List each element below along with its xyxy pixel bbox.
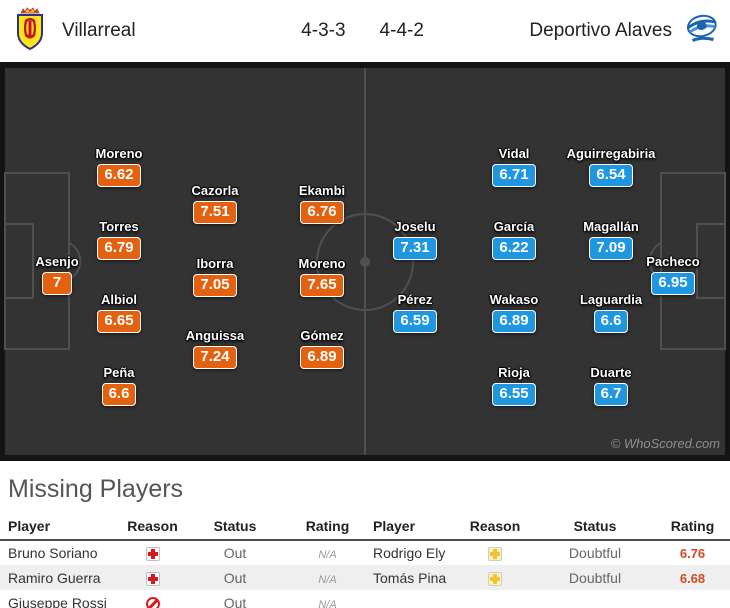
alaves-crest-icon [684, 13, 720, 50]
rating-badge[interactable]: 6.79 [97, 237, 141, 260]
player-iborra[interactable]: Iborra 7.05 [150, 256, 280, 297]
player-joselu[interactable]: Joselu 7.31 [350, 219, 480, 260]
player-asenjo[interactable]: Asenjo 7 [0, 254, 122, 295]
player-magallan[interactable]: Magallán 7.09 [546, 219, 676, 260]
rating-badge[interactable]: 7.09 [589, 237, 633, 260]
missing-player-rodrigo-ely[interactable]: Rodrigo Ely [373, 545, 446, 561]
missing-player-giuseppe-rossi[interactable]: Giuseppe Rossi [8, 594, 107, 608]
col-reason-right: Reason [455, 513, 535, 541]
player-torres[interactable]: Torres 6.79 [54, 219, 184, 260]
col-status-left: Status [180, 513, 290, 541]
rating-badge[interactable]: 6.62 [97, 164, 141, 187]
rating-badge[interactable]: 7.65 [300, 274, 344, 297]
player-pena[interactable]: Peña 6.6 [54, 365, 184, 406]
player-wakaso[interactable]: Wakaso 6.89 [449, 292, 579, 333]
rating-badge[interactable]: 6.76 [300, 201, 344, 224]
missing-player-tomas-pina[interactable]: Tomás Pina [365, 565, 455, 590]
player-gomez[interactable]: Gómez 6.89 [257, 328, 387, 369]
rating-badge[interactable]: 7.24 [193, 346, 237, 369]
rating-badge[interactable]: 6.54 [589, 164, 633, 187]
rating-badge[interactable]: 7.31 [393, 237, 437, 260]
table-row: Ramiro Guerra Out N/A Tomás Pina Doubtfu… [0, 565, 730, 590]
rating-badge[interactable]: 6.89 [492, 310, 536, 333]
injury-cross-icon [145, 571, 160, 586]
formations: 4-3-3 4-4-2 [301, 0, 424, 62]
player-moreno-df[interactable]: Moreno 6.62 [54, 146, 184, 187]
missing-players-title: Missing Players [8, 475, 184, 503]
rating-badge[interactable]: 6.6 [101, 383, 137, 406]
rating-na: N/A [318, 598, 337, 608]
player-vidal[interactable]: Vidal 6.71 [449, 146, 579, 187]
status-text: Out [223, 545, 247, 561]
match-header: Villarreal 4-3-3 4-4-2 Deportivo Alaves [0, 0, 730, 62]
player-duarte[interactable]: Duarte 6.7 [546, 365, 676, 406]
home-team-header[interactable]: Villarreal [10, 6, 136, 56]
player-pacheco[interactable]: Pacheco 6.95 [608, 254, 730, 295]
table-header-row: Player Reason Status Rating Player Reaso… [0, 513, 730, 541]
injury-cross-icon [145, 547, 160, 562]
player-anguissa[interactable]: Anguissa 7.24 [150, 328, 280, 369]
status-text: Out [223, 594, 247, 608]
villarreal-crest-icon [10, 6, 50, 56]
away-team-name[interactable]: Deportivo Alaves [529, 20, 672, 41]
rating-badge[interactable]: 6.22 [492, 237, 536, 260]
doubtful-cross-icon [488, 547, 502, 562]
doubtful-cross-icon [488, 571, 502, 586]
away-formation: 4-4-2 [379, 20, 424, 41]
rating-badge[interactable]: 6.89 [300, 346, 344, 369]
player-laguardia[interactable]: Laguardia 6.6 [546, 292, 676, 333]
col-rating-right: Rating [655, 513, 730, 541]
player-moreno-fw[interactable]: Moreno 7.65 [257, 256, 387, 297]
home-formation: 4-3-3 [301, 20, 346, 41]
rating-value: 6.68 [679, 570, 706, 586]
rating-badge[interactable]: 6.55 [492, 383, 536, 406]
player-albiol[interactable]: Albiol 6.65 [54, 292, 184, 333]
table-row: Bruno Soriano Out N/A Rodrigo Ely Doubtf… [0, 540, 730, 565]
status-text: Out [180, 565, 290, 590]
table-row: Giuseppe Rossi Out N/A [0, 590, 730, 608]
rating-badge[interactable]: 6.71 [492, 164, 536, 187]
player-cazorla[interactable]: Cazorla 7.51 [150, 183, 280, 224]
missing-player-bruno-soriano[interactable]: Bruno Soriano [8, 545, 98, 561]
rating-badge[interactable]: 7.51 [193, 201, 237, 224]
rating-badge[interactable]: 6.95 [651, 272, 695, 295]
rating-badge[interactable]: 6.59 [393, 310, 437, 333]
rating-badge[interactable]: 6.7 [593, 383, 629, 406]
whoscored-watermark: © WhoScored.com [610, 436, 720, 451]
home-team-name[interactable]: Villarreal [62, 20, 136, 41]
player-garcia[interactable]: García 6.22 [449, 219, 579, 260]
player-aguirregabiria[interactable]: Aguirregabiria 6.54 [546, 146, 676, 187]
rating-value: 6.76 [679, 546, 706, 561]
col-player-right: Player [365, 513, 455, 541]
suspension-no-entry-icon [145, 596, 160, 608]
missing-players-table: Player Reason Status Rating Player Reaso… [0, 513, 730, 608]
pitch: Asenjo 7 Moreno 6.62 Torres 6.79 Albiol 6.65… [0, 62, 730, 461]
rating-badge[interactable]: 6.65 [97, 310, 141, 333]
rating-badge[interactable]: 7.05 [193, 274, 237, 297]
player-perez[interactable]: Pérez 6.59 [350, 292, 480, 333]
missing-players-section: Missing Players Player Reason Status Rat… [0, 461, 730, 608]
away-team-header[interactable]: Deportivo Alaves [529, 13, 720, 50]
rating-na: N/A [318, 549, 337, 561]
status-text: Doubtful [568, 545, 622, 561]
rating-badge[interactable]: 6.6 [593, 310, 629, 333]
missing-player-ramiro-guerra[interactable]: Ramiro Guerra [0, 565, 125, 590]
col-status-right: Status [535, 513, 655, 541]
col-reason-left: Reason [125, 513, 180, 541]
player-ekambi[interactable]: Ekambi 6.76 [257, 183, 387, 224]
col-player-left: Player [0, 513, 125, 541]
rating-na: N/A [318, 573, 337, 586]
player-rioja[interactable]: Rioja 6.55 [449, 365, 579, 406]
status-text: Doubtful [535, 565, 655, 590]
rating-badge[interactable]: 7 [42, 272, 72, 295]
col-rating-left: Rating [290, 513, 365, 541]
